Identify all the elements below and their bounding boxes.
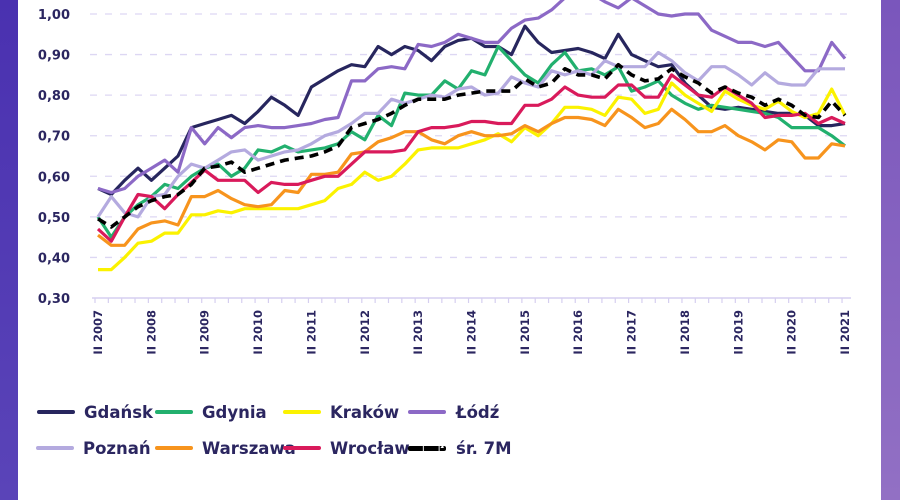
y-tick-label: 0,50 bbox=[38, 211, 70, 226]
x-tick-label: II 2020 bbox=[785, 310, 799, 355]
x-tick-label: II 2007 bbox=[91, 310, 105, 355]
left-purple-border bbox=[0, 0, 18, 500]
legend-swatch bbox=[283, 446, 321, 450]
y-tick-label: 0,40 bbox=[38, 251, 70, 266]
legend-label: Gdynia bbox=[202, 402, 267, 422]
legend-label: Poznań bbox=[83, 438, 151, 458]
legend-label: Łódź bbox=[456, 402, 500, 422]
y-tick-label: 0,30 bbox=[38, 292, 70, 307]
series-line--r-7m bbox=[97, 62, 847, 229]
series-line-pozna- bbox=[96, 50, 845, 219]
x-tick-label: II 2010 bbox=[251, 310, 265, 355]
x-tick-label: II 2017 bbox=[625, 310, 639, 355]
x-tick-label: II 2019 bbox=[731, 310, 745, 355]
y-tick-label: 0,70 bbox=[38, 130, 70, 145]
legend-item-wroclaw: Wrocław bbox=[283, 436, 410, 460]
legend-item-krakow: Kraków bbox=[283, 400, 399, 424]
y-tick-label: 0,80 bbox=[38, 89, 70, 104]
y-tick-label: 0,60 bbox=[38, 170, 70, 185]
y-tick-label: 0,90 bbox=[38, 49, 70, 64]
legend-swatch bbox=[155, 446, 193, 450]
x-tick-label: II 2021 bbox=[838, 310, 852, 355]
legend-swatch bbox=[408, 410, 446, 414]
series-lines bbox=[96, 0, 847, 272]
x-tick-label: II 2009 bbox=[198, 310, 212, 355]
legend-label: śr. 7M bbox=[456, 438, 512, 458]
legend-item-gdansk: Gdańsk bbox=[37, 400, 153, 424]
legend-item-average-7m: śr. 7M bbox=[408, 436, 512, 460]
legend-label: Wrocław bbox=[330, 438, 410, 458]
legend-label: Kraków bbox=[330, 402, 400, 422]
series-line-gdynia bbox=[96, 44, 846, 239]
legend-swatch bbox=[283, 410, 321, 414]
legend-swatch bbox=[408, 445, 446, 451]
series-line-krak-w bbox=[98, 81, 847, 272]
x-tick-label: II 2015 bbox=[518, 310, 532, 355]
x-tick-label: II 2016 bbox=[571, 310, 585, 355]
legend-item-warszawa: Warszawa bbox=[155, 436, 296, 460]
legend-swatch bbox=[37, 410, 75, 414]
legend-swatch bbox=[36, 446, 74, 450]
series-line-warszawa bbox=[97, 107, 846, 247]
series-line-gda-sk bbox=[97, 24, 846, 197]
legend-item-lodz: Łódź bbox=[408, 400, 499, 424]
legend-item-poznan: Poznań bbox=[36, 436, 151, 460]
right-purple-border bbox=[881, 0, 900, 500]
legend-swatch bbox=[155, 410, 193, 414]
series-line--d- bbox=[97, 0, 847, 195]
x-tick-label: II 2018 bbox=[678, 310, 692, 355]
legend-label: Gdańsk bbox=[84, 402, 154, 422]
x-tick-label: II 2012 bbox=[358, 310, 372, 355]
legend-item-gdynia: Gdynia bbox=[155, 400, 267, 424]
y-tick-label: 1,00 bbox=[38, 8, 70, 23]
line-chart: 0,30 0,40 0,50 0,60 0,70 0,80 0,90 1,00 II 2007… bbox=[38, 0, 852, 355]
x-axis: II 2007 II 2008 II 2009 II 2010 II 2011 II 20… bbox=[91, 297, 852, 355]
x-tick-label: II 2013 bbox=[411, 310, 425, 355]
x-tick-label: II 2014 bbox=[465, 310, 479, 355]
x-tick-label: II 2011 bbox=[304, 310, 318, 355]
y-axis-ticks: 0,30 0,40 0,50 0,60 0,70 0,80 0,90 1,00 bbox=[38, 8, 70, 307]
x-tick-label: II 2008 bbox=[144, 310, 158, 355]
grid-lines bbox=[90, 13, 852, 259]
legend-label: Warszawa bbox=[202, 438, 296, 458]
